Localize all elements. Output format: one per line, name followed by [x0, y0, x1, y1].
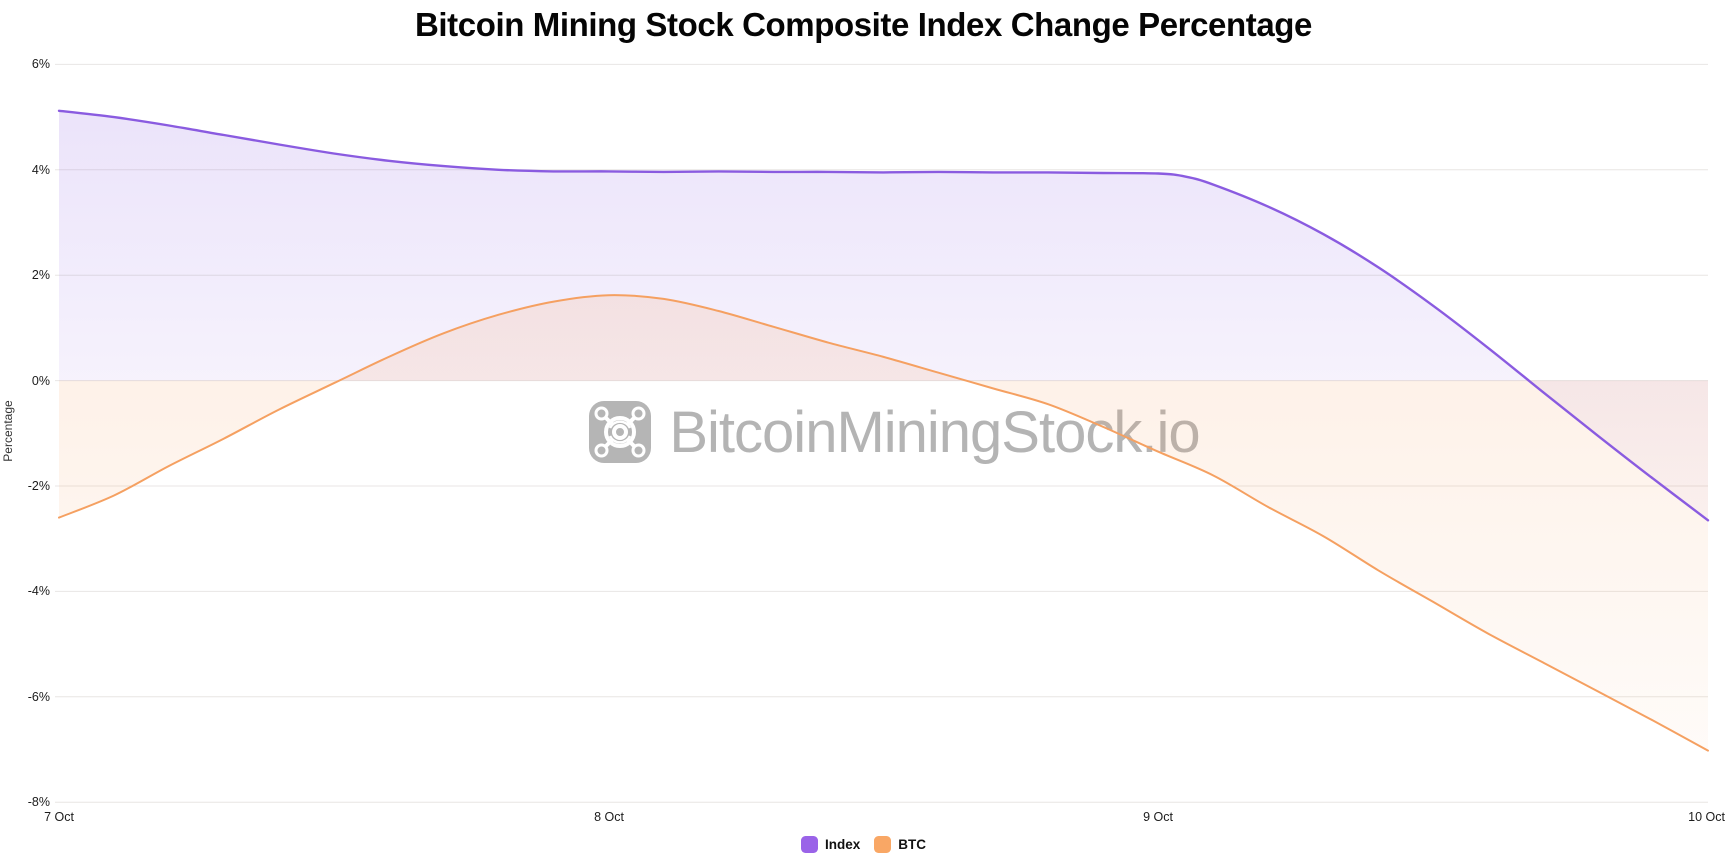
- y-axis-tick-label: -4%: [27, 584, 50, 599]
- legend-color-swatch: [874, 836, 892, 853]
- legend-label: BTC: [898, 837, 926, 852]
- chart-title: Bitcoin Mining Stock Composite Index Cha…: [414, 6, 1313, 43]
- y-axis-tick-label: -8%: [27, 795, 50, 810]
- legend-item-index[interactable]: Index: [800, 836, 861, 853]
- legend-label: Index: [824, 837, 861, 852]
- y-axis-tick-label: 2%: [31, 268, 50, 283]
- x-axis-tick-label: 8 Oct: [594, 810, 624, 824]
- x-axis-tick-label: 10 Oct: [1688, 810, 1725, 824]
- y-axis-tick-label: -2%: [27, 479, 50, 493]
- btc-line: [58, 294, 1709, 752]
- index-line: [57, 109, 1710, 522]
- x-axis-tick-label: 7 Oct: [44, 810, 74, 824]
- legend: Index BTC: [0, 836, 1727, 853]
- legend-color-swatch: [800, 836, 818, 853]
- y-axis-tick-label: 0%: [31, 373, 50, 388]
- index-area: [59, 110, 1708, 521]
- y-axis-tick-label: -6%: [27, 689, 50, 704]
- y-axis-tick-label: 6%: [31, 57, 50, 72]
- x-axis-tick-label: 9 Oct: [1143, 810, 1173, 824]
- legend-item-btc[interactable]: BTC: [874, 836, 926, 853]
- btc-area: [59, 295, 1708, 751]
- y-axis-tick-label: 4%: [31, 162, 50, 177]
